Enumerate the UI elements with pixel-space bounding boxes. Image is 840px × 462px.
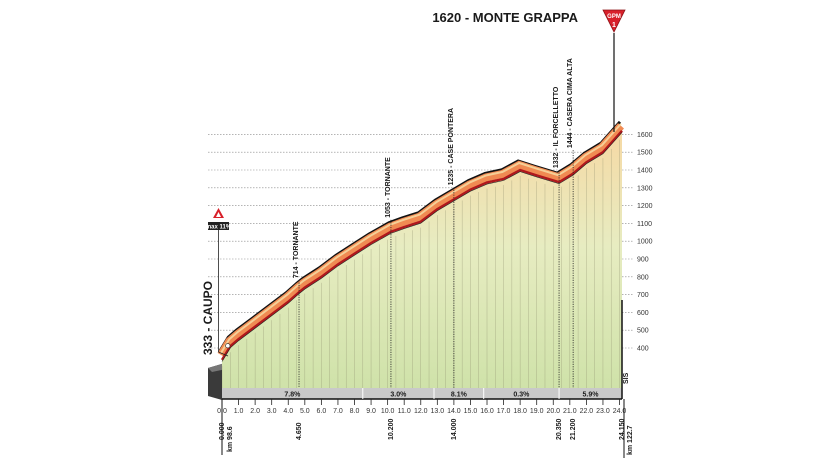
end-km-label: km 122.7 [627,425,634,455]
y-tick-label: 500 [637,328,649,335]
y-tick-label: 1200 [637,203,653,210]
x-tick-label: 17.0 [497,408,511,415]
waypoint-label: 1332 - IL FORCELLETTO [553,86,560,168]
max-gradient-label: max 11% [206,225,232,231]
waypoint-km-label: 21.200 [570,418,577,440]
x-axis: 0.01.02.03.04.05.06.07.08.09.010.011.012… [217,399,634,458]
road-band [217,120,624,362]
x-tick-label: 24.0 [613,408,627,415]
y-tick-label: 1000 [637,239,653,246]
x-tick-label: 5.0 [300,408,310,415]
x-tick-label: 6.0 [317,408,327,415]
waypoint-label: 333 - CAUPO [201,281,215,355]
summit-title: 1620 - MONTE GRAPPA GPM 1 [432,9,626,132]
x-tick-label: 7.0 [333,408,343,415]
y-axis: 400 500 600 700 800 900 1000 1100 1200 1300 1400 15… [637,132,653,353]
waypoint-km-label: 20.350 [556,418,563,440]
y-tick-label: 1300 [637,185,653,192]
waypoint-km-label: 10.200 [388,418,395,440]
x-tick-label: 15.0 [464,408,478,415]
x-tick-label: 10.0 [381,408,395,415]
waypoint-label: 714 - TORNANTE [293,221,300,278]
x-tick-label: 23.0 [596,408,610,415]
waypoints: 333 - CAUPO 714 - TORNANTE 1053 - TORNANTE… [201,58,574,388]
y-tick-label: 400 [637,346,649,353]
avg-gradient-label: 3.0% [390,392,407,399]
avg-gradient-label: 5.9% [583,392,600,399]
waypoint-label: 1053 - TORNANTE [385,157,392,218]
gpm-label: GPM [607,14,621,20]
x-tick-label: 3.0 [267,408,277,415]
x-tick-label: 14.0 [447,408,461,415]
profile-area [208,130,622,400]
x-tick-label: 19.0 [530,408,544,415]
chart-title: 1620 - MONTE GRAPPA [432,10,578,25]
y-tick-label: 1400 [637,168,653,175]
start-km-label: km 98.6 [227,426,234,452]
waypoint-label: 1444 - CASERA CIMA ALTA [567,58,574,148]
x-tick-label: 18.0 [513,408,527,415]
waypoint-km-label: 14.000 [451,418,458,440]
avg-gradient-label: 7.8% [284,392,301,399]
y-tick-label: 600 [637,310,649,317]
y-tick-label: 800 [637,274,649,281]
avg-gradient-label: 8.1% [451,392,468,399]
x-tick-label: 9.0 [366,408,376,415]
x-tick-label: 12.0 [414,408,428,415]
gradient-bar: 7.8% 3.0% 8.1% 0.3% 5.9% [222,300,623,400]
y-tick-label: 1100 [637,221,652,228]
x-tick-label: 4.0 [283,408,293,415]
x-tick-label: 13.0 [431,408,445,415]
y-tick-label: 700 [637,292,649,299]
y-tick-label: 1500 [637,150,653,157]
avg-gradient-label: 0.3% [513,392,530,399]
gpm-category: 1 [612,22,616,29]
x-tick-label: 21.0 [563,408,577,415]
waypoint-label: 1235 - CASE PONTERA [448,108,455,185]
max-gradient-marker: max 11% [206,208,232,357]
y-tick-label: 1600 [637,132,653,139]
x-tick-label: 20.0 [546,408,560,415]
x-tick-label: 22.0 [580,408,594,415]
x-tick-label: 2.0 [250,408,260,415]
x-tick-label: 11.0 [398,408,411,415]
waypoint-km-label: 24.150 [619,418,626,440]
x-tick-label: 1.0 [234,408,244,415]
brand-label: SIS [623,372,630,384]
waypoint-km-label: 4.650 [296,422,303,440]
y-tick-label: 900 [637,257,649,264]
x-tick-label: 16.0 [480,408,494,415]
gpm-badge-icon: GPM 1 [602,9,626,33]
x-tick-label: 8.0 [350,408,360,415]
